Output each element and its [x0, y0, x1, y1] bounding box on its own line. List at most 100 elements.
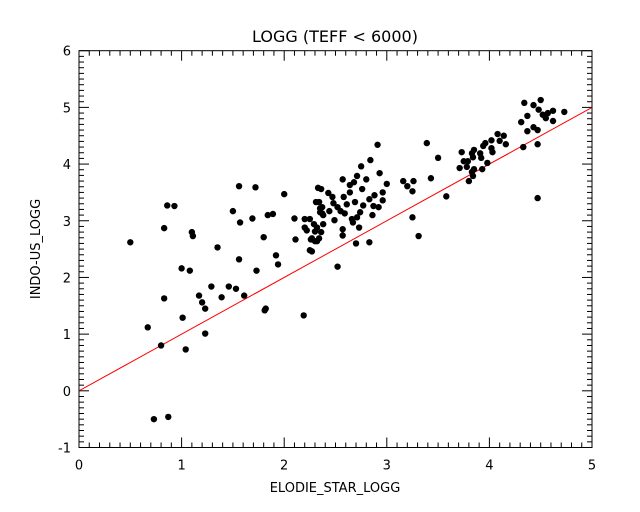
y-tick-label: 4: [63, 158, 71, 173]
data-point: [339, 232, 346, 239]
data-point: [253, 267, 260, 274]
data-point: [157, 342, 165, 349]
reference-line: [78, 106, 593, 392]
data-point: [379, 197, 386, 204]
data-points: [127, 96, 568, 423]
data-point: [363, 176, 370, 183]
data-point: [465, 177, 473, 185]
data-point: [464, 158, 472, 165]
data-point: [225, 283, 232, 290]
plot-frame: [78, 50, 593, 448]
data-point: [303, 227, 310, 234]
data-point: [427, 175, 435, 182]
data-point: [352, 240, 360, 247]
data-point: [549, 107, 557, 114]
data-point: [264, 211, 271, 219]
data-point: [494, 130, 501, 138]
data-point: [186, 267, 194, 274]
data-point: [208, 283, 215, 290]
data-point: [325, 189, 332, 197]
data-point: [343, 201, 350, 208]
data-point: [339, 226, 346, 233]
data-point: [292, 236, 299, 243]
data-point: [353, 172, 361, 180]
data-point: [524, 127, 531, 135]
data-point: [537, 96, 544, 104]
data-point: [317, 228, 325, 236]
data-point: [261, 307, 268, 314]
data-point: [326, 207, 333, 215]
data-point: [530, 101, 537, 109]
data-point: [369, 211, 376, 219]
data-point: [236, 219, 244, 226]
data-point: [165, 413, 172, 421]
data-point: [329, 193, 336, 201]
data-point: [160, 295, 168, 302]
data-point: [423, 139, 431, 147]
data-point: [272, 252, 280, 259]
x-axis-label: ELODIE_STAR_LOGG: [270, 481, 401, 496]
data-point: [198, 299, 206, 306]
x-tick-label: 4: [485, 459, 493, 474]
data-point: [229, 207, 237, 215]
data-point: [356, 209, 364, 216]
data-point: [252, 184, 259, 191]
data-point: [400, 177, 407, 185]
data-point: [232, 285, 240, 292]
data-point: [456, 164, 463, 172]
data-point: [443, 193, 450, 200]
data-point: [189, 232, 197, 240]
data-point: [301, 215, 308, 223]
data-point: [520, 143, 527, 151]
data-point: [341, 210, 348, 217]
data-point: [150, 415, 158, 423]
data-point: [334, 263, 341, 270]
data-point: [281, 190, 288, 198]
y-axis-label: INDO-US_LOGG: [29, 199, 44, 299]
data-point: [500, 132, 507, 139]
data-point: [379, 189, 386, 196]
x-tick-label: 5: [588, 459, 596, 474]
data-point: [182, 346, 189, 353]
data-point: [355, 224, 363, 231]
data-point: [561, 108, 568, 116]
data-point: [195, 292, 203, 299]
data-point: [371, 192, 378, 199]
data-point: [179, 314, 186, 321]
data-point: [360, 202, 367, 209]
data-point: [317, 185, 325, 193]
data-point: [340, 193, 347, 201]
y-tick-label: 3: [63, 215, 71, 230]
y-tick-label: 2: [63, 271, 71, 286]
data-point: [311, 228, 319, 235]
data-point: [319, 220, 327, 228]
data-point: [358, 185, 366, 193]
chart-title: LOGG (TEFF < 6000): [252, 27, 418, 46]
reference-line-group: [78, 106, 593, 392]
data-point: [370, 202, 377, 210]
data-point: [311, 237, 319, 245]
data-point: [521, 99, 528, 107]
data-point: [235, 182, 243, 190]
data-point: [315, 198, 323, 206]
data-point: [300, 312, 307, 319]
data-point: [434, 154, 442, 162]
data-point: [479, 165, 486, 173]
data-point: [534, 194, 541, 202]
data-point: [353, 214, 361, 221]
data-point: [171, 202, 178, 210]
axis-ticks: [78, 50, 593, 448]
y-tick-label: 1: [63, 328, 71, 343]
data-point: [308, 248, 316, 255]
data-point: [357, 163, 365, 170]
x-tick-label: 1: [177, 459, 185, 474]
data-point: [383, 180, 390, 188]
y-tick-label: 0: [63, 385, 71, 400]
data-point: [306, 215, 314, 223]
data-point: [469, 172, 477, 180]
data-point: [318, 203, 326, 211]
data-point: [331, 216, 338, 224]
data-point: [524, 112, 531, 120]
